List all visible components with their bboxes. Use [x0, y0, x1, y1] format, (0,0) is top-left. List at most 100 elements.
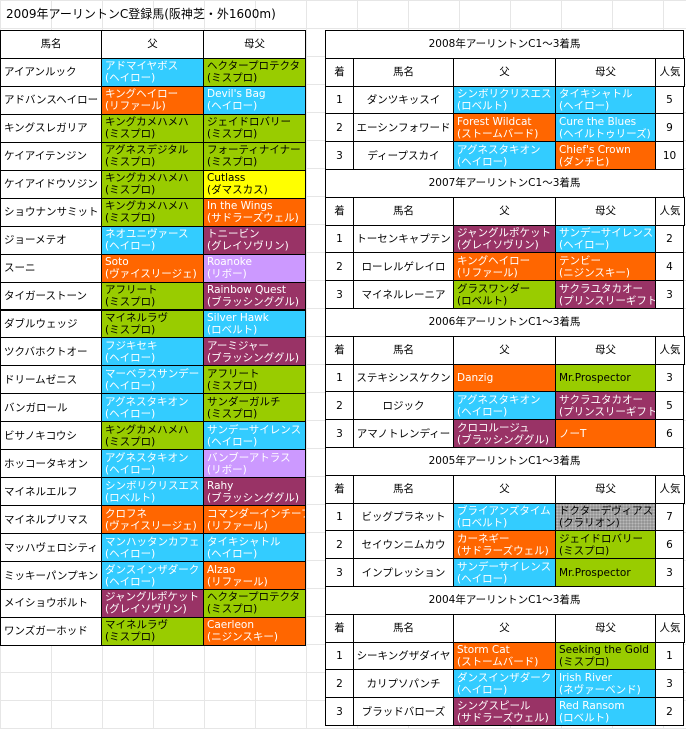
sire-line: (リファール)	[105, 100, 166, 113]
sire-name: Danzig	[457, 371, 494, 384]
horse-text: ドリームゼニス	[4, 373, 78, 386]
horse-name: ブラッドバローズ	[353, 697, 454, 726]
horse-name: タイガーストーン	[0, 281, 102, 311]
horse-name: アイアンルック	[0, 57, 102, 87]
place-text: 2	[336, 677, 343, 690]
column-header: 母父	[203, 30, 306, 59]
sire-line: (プリンスリーギフト)	[559, 294, 656, 307]
dam-sire-cell: Red Ransom (ロベルト)	[555, 697, 656, 726]
section-title-text: 2005年アーリントンC1～3着馬	[428, 455, 581, 468]
sire-name: Forest Wildcat	[457, 115, 532, 128]
header-text: 着	[334, 483, 345, 496]
popularity-text: 3	[666, 566, 673, 579]
popularity-text: 3	[666, 288, 673, 301]
sire-cell: アフリート (ミスプロ)	[101, 281, 204, 311]
header-text: 人気	[659, 622, 681, 635]
sire-line: (ロベルト)	[559, 711, 610, 724]
sire-line: (リボー)	[207, 268, 247, 281]
sire-name: Devil's Bag	[207, 88, 266, 101]
sire-line: (ニジンスキー)	[559, 266, 630, 279]
sire-line: (ミスプロ)	[105, 631, 156, 644]
sire-name: マイネルラヴ	[105, 619, 168, 632]
sire-name: クロフネ	[105, 507, 147, 520]
sire-cell: アドマイヤボス (ヘイロー)	[101, 57, 204, 87]
place-cell: 1	[325, 85, 354, 115]
sire-name: Roanoke	[207, 256, 252, 269]
horse-text: ショウナンサミット	[4, 206, 99, 219]
sire-name: グラスワンダー	[457, 282, 531, 295]
place-cell: 3	[325, 419, 354, 448]
sire-line: (ヘイロー)	[105, 240, 156, 253]
sire-line: (サドラーズウェル)	[457, 544, 549, 557]
sire-cell: マンハッタンカフェ (ヘイロー)	[101, 533, 204, 563]
dam-sire-cell: サンデーサイレンス (ヘイロー)	[203, 421, 306, 451]
horse-text: タイガーストーン	[4, 290, 87, 303]
sire-name: アフリート	[207, 367, 260, 380]
sire-line: (リファール)	[207, 575, 268, 588]
horse-name: エーシンフォワード	[353, 113, 454, 143]
sire-cell: マイネルラヴ (ミスプロ)	[101, 616, 204, 646]
column-header: 人気	[655, 474, 685, 504]
sire-cell: グラスワンダー (ロベルト)	[453, 280, 556, 309]
place-cell: 2	[325, 669, 354, 699]
sire-name: キングカメハメハ	[105, 423, 189, 436]
sire-name: サンデーサイレンス	[207, 423, 302, 436]
horse-text: ワンズガーホッド	[4, 625, 88, 638]
column-header: 着	[325, 196, 354, 226]
popularity-text: 2	[666, 705, 673, 718]
sire-name: アグネスタキオン	[105, 395, 189, 408]
sire-line: (ヴァイスリージェ)	[105, 268, 197, 281]
horse-name: シーキングザダイヤ	[353, 641, 454, 671]
sire-name: ジェイドロバリー	[207, 116, 291, 129]
popularity-cell: 9	[655, 113, 684, 143]
sire-name: ヘクタープロテクタ	[207, 60, 301, 73]
place-text: 3	[336, 149, 343, 162]
horse-name: マイネルエルフ	[0, 477, 102, 507]
column-header: 父	[453, 474, 556, 504]
dam-sire-cell: サクラユタカオー (プリンスリーギフト)	[555, 391, 656, 421]
sire-cell: ジャングルポケット (グレイソヴリン)	[101, 589, 204, 618]
sire-name: コマンダーインチーフ	[207, 507, 306, 520]
place-text: 3	[336, 705, 343, 718]
place-cell: 2	[325, 252, 354, 282]
column-header: 着	[325, 335, 354, 365]
horse-name: ジョーメテオ	[0, 225, 102, 255]
sire-name: テンビー	[559, 254, 601, 267]
section-title-text: 2006年アーリントンC1～3着馬	[428, 316, 581, 329]
sire-cell: マイネルラヴ (ミスプロ)	[101, 309, 204, 339]
horse-text: ビッグプラネット	[361, 510, 446, 523]
sire-name: Irish River	[559, 671, 612, 684]
dam-sire-cell: Silver Hawk (ロベルト)	[203, 309, 306, 339]
horse-text: ビサノキコウシ	[4, 429, 77, 442]
sire-cell: キングカメハメハ (ミスプロ)	[101, 197, 204, 227]
sire-name: In the Wings	[207, 200, 273, 213]
popularity-cell: 7	[655, 502, 684, 532]
dam-sire-cell: アーミジャー (ブラッシンググル)	[203, 337, 306, 367]
section-title: 2006年アーリントンC1～3着馬	[325, 308, 684, 337]
column-header: 母父	[555, 335, 656, 365]
horse-name: ツクバホクトオー	[0, 337, 102, 367]
header-text: 馬名	[393, 205, 414, 218]
column-header: 着	[325, 57, 354, 87]
sire-cell: ダンスインザダーク (ヘイロー)	[101, 561, 204, 590]
header-text: 馬名	[393, 622, 414, 635]
sire-name: タイキシャトル	[559, 87, 633, 100]
sire-line: (ダンチヒ)	[559, 155, 610, 168]
dam-sire-cell: タイキシャトル (ヘイロー)	[555, 85, 656, 115]
horse-name: ビサノキコウシ	[0, 421, 102, 451]
horse-name: マッハヴェロシティ	[0, 533, 102, 563]
horse-text: スーニ	[4, 262, 36, 275]
header-text: 父	[499, 483, 510, 496]
sire-line: (サドラーズウェル)	[207, 212, 299, 225]
header-text: 父	[499, 344, 510, 357]
sire-name: Chief's Crown	[559, 143, 631, 156]
sire-line: (ヘイロー)	[207, 547, 258, 560]
column-header: 父	[453, 335, 556, 365]
header-text: 馬名	[393, 344, 414, 357]
popularity-text: 4	[666, 260, 673, 273]
popularity-cell: 2	[655, 697, 684, 726]
sire-line: (ミスプロ)	[105, 156, 156, 169]
sire-name: マーベラスサンデー	[105, 367, 200, 380]
section-title: 2008年アーリントンC1～3着馬	[325, 30, 684, 59]
section-title: 2004年アーリントンC1～3着馬	[325, 586, 684, 615]
